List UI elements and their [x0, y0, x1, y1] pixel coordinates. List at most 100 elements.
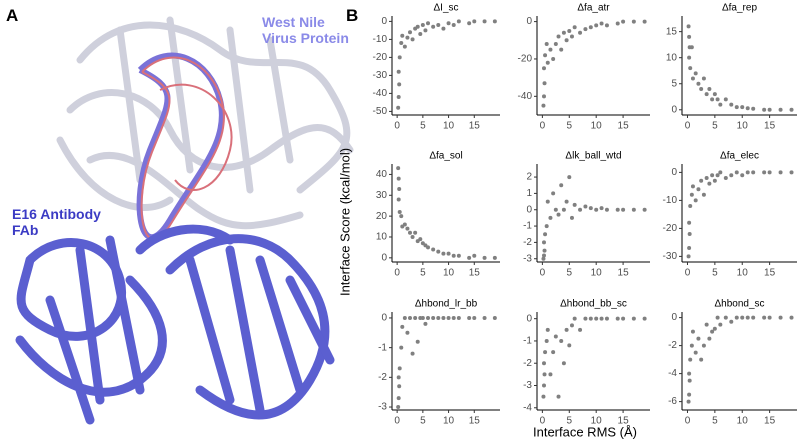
point: [696, 187, 701, 192]
point: [551, 191, 556, 196]
y-tick-label: 10: [376, 232, 388, 243]
y-tick-label: -40: [518, 91, 533, 102]
point: [578, 30, 583, 35]
point: [621, 19, 626, 24]
x-tick-label: 10: [591, 268, 603, 279]
panel-title: Δfa_sol: [429, 151, 462, 162]
point: [541, 103, 546, 108]
point: [599, 316, 604, 321]
x-tick-label: 0: [394, 268, 400, 279]
point: [441, 26, 446, 31]
x-tick-label: 5: [420, 121, 426, 132]
point: [751, 170, 756, 175]
point: [446, 21, 451, 26]
point: [420, 23, 425, 27]
point: [541, 383, 546, 388]
x-tick-label: 15: [764, 268, 776, 279]
point: [431, 247, 436, 252]
point: [408, 230, 412, 235]
point: [396, 95, 401, 99]
point: [604, 207, 609, 212]
point: [767, 315, 772, 320]
y-tick-label: 10: [666, 52, 678, 63]
x-tick-label: 10: [443, 121, 455, 132]
point: [778, 315, 783, 320]
point: [594, 207, 599, 212]
point: [710, 173, 715, 178]
point: [734, 315, 739, 320]
panel-title: Δhbond_bb_sc: [560, 299, 627, 310]
point: [712, 326, 717, 331]
point: [402, 222, 407, 227]
point: [413, 315, 418, 320]
point: [542, 248, 547, 253]
point: [740, 173, 745, 178]
point: [542, 372, 547, 377]
point: [396, 197, 401, 202]
protein-structure: [15, 16, 354, 425]
y-tick-label: 0: [671, 167, 677, 178]
point: [446, 315, 451, 320]
point: [456, 19, 461, 24]
point: [541, 253, 546, 258]
point: [446, 251, 451, 256]
x-tick-label: 0: [685, 416, 691, 427]
point: [689, 192, 694, 197]
x-tick-label: 0: [394, 121, 400, 132]
point: [696, 336, 701, 341]
point: [745, 106, 750, 111]
x-tick-label: 15: [764, 121, 776, 132]
x-tick-label: 15: [618, 416, 630, 427]
y-tick-label: -10: [663, 195, 678, 206]
x-tick-label: 5: [712, 416, 718, 427]
y-tick-label: -20: [373, 52, 388, 63]
point: [396, 396, 401, 401]
panel-title: Δfa_rep: [722, 3, 757, 14]
point: [751, 315, 756, 320]
point: [426, 245, 430, 250]
point: [436, 315, 441, 320]
x-tick-label: 5: [567, 121, 573, 132]
point: [553, 334, 558, 339]
point: [690, 329, 695, 334]
point: [564, 199, 569, 204]
point: [687, 371, 692, 376]
point: [553, 42, 558, 47]
point: [701, 343, 706, 348]
y-tick-label: -3: [378, 402, 387, 413]
x-tick-label: 10: [737, 416, 749, 427]
point: [542, 81, 547, 86]
point: [687, 34, 692, 39]
point: [441, 315, 446, 320]
point: [545, 199, 550, 204]
y-tick-label: 0: [671, 104, 677, 115]
point: [556, 34, 561, 39]
point: [693, 198, 698, 203]
point: [621, 207, 626, 212]
panel-label: B: [346, 6, 359, 25]
y-tick-label: -2: [523, 358, 532, 369]
point: [707, 181, 712, 186]
point: [734, 105, 739, 110]
panel-title: Δlk_ball_wtd: [565, 151, 621, 162]
y-tick-label: -40: [373, 88, 388, 99]
point: [718, 170, 723, 175]
point: [397, 187, 402, 192]
point: [543, 350, 548, 355]
point: [712, 178, 717, 183]
point: [396, 176, 401, 181]
point: [441, 251, 446, 256]
y-tick-label: 20: [376, 211, 388, 222]
y-tick-label: -20: [518, 54, 533, 65]
y-tick-label: 2: [526, 172, 532, 183]
point: [397, 384, 402, 389]
point: [631, 207, 636, 212]
point: [740, 315, 745, 320]
point: [415, 24, 420, 29]
point: [594, 316, 599, 321]
point: [789, 107, 794, 112]
point: [423, 321, 428, 326]
point: [431, 315, 436, 320]
point: [482, 19, 487, 24]
point: [541, 240, 546, 245]
